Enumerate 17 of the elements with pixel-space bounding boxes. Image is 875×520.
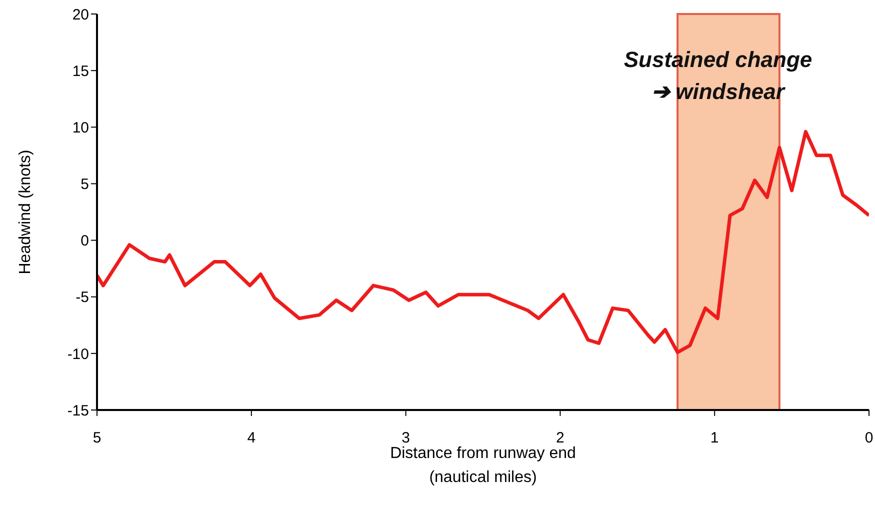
y-tick-label: 10: [72, 119, 89, 136]
y-tick-label: -15: [67, 402, 89, 420]
y-tick-label: 20: [72, 6, 89, 24]
x-tick-label: 5: [92, 430, 102, 447]
x-tick-label: 1: [710, 430, 719, 447]
x-tick-label: 3: [402, 430, 410, 447]
y-tick-label: 5: [80, 176, 89, 194]
x-tick-label: 2: [556, 430, 564, 447]
y-tick-label: -10: [67, 346, 89, 363]
y-tick-label: 15: [72, 62, 89, 80]
y-axis-title: Headwind (knots): [17, 150, 34, 274]
x-tick-label: 4: [247, 430, 256, 447]
x-tick-label: 0: [864, 430, 874, 447]
line-series: [97, 130, 869, 354]
y-tick-label: -5: [76, 289, 89, 306]
y-tick-label: 0: [80, 232, 89, 250]
x-axis-title: Distance from runway end (nautical miles): [390, 445, 576, 486]
